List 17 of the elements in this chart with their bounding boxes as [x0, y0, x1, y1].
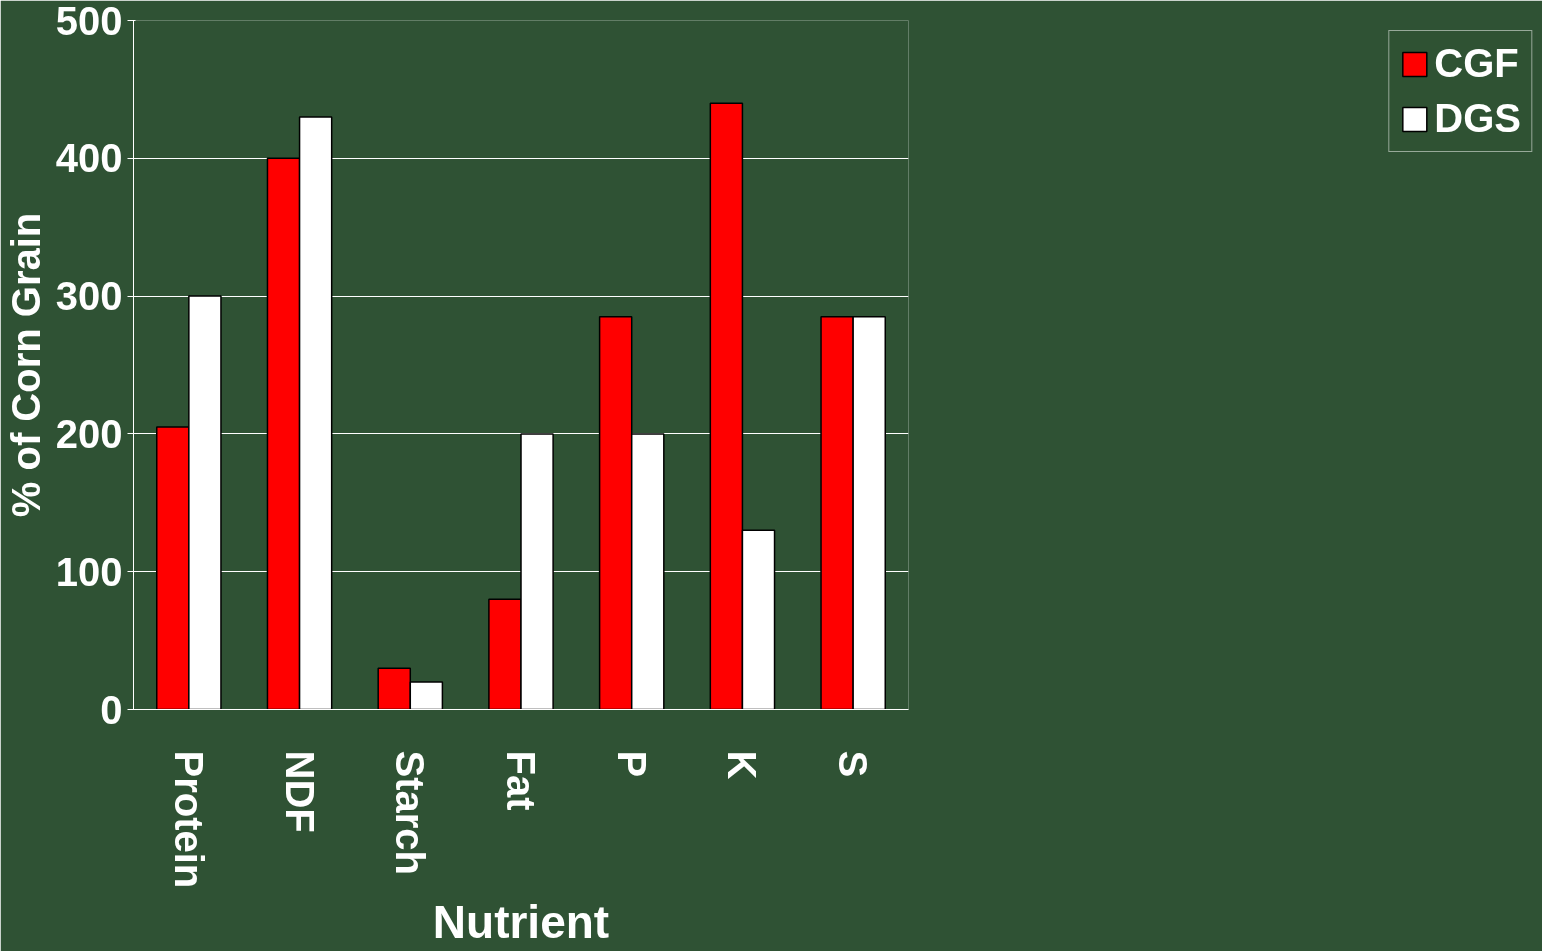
- x-tick-label: K: [720, 750, 765, 780]
- y-tick-label: 0: [100, 687, 123, 732]
- x-tick-label: S: [831, 750, 876, 778]
- y-tick-label: 500: [55, 0, 123, 43]
- y-tick-label: 100: [55, 549, 123, 594]
- y-tick-label: 200: [55, 411, 123, 456]
- x-tick-label: Starch: [388, 750, 433, 875]
- y-axis-title: % of Corn Grain: [3, 212, 48, 518]
- x-tick-label: Protein: [166, 750, 211, 889]
- legend-label: DGS: [1434, 96, 1521, 141]
- y-tick-label: 400: [55, 136, 123, 181]
- x-tick-label: P: [609, 750, 654, 778]
- x-tick-label: Fat: [499, 750, 543, 811]
- x-axis-title: Nutrient: [432, 896, 610, 949]
- legend-label: CGF: [1434, 41, 1519, 86]
- y-tick-label: 300: [55, 274, 123, 319]
- x-tick-label: NDF: [277, 750, 322, 833]
